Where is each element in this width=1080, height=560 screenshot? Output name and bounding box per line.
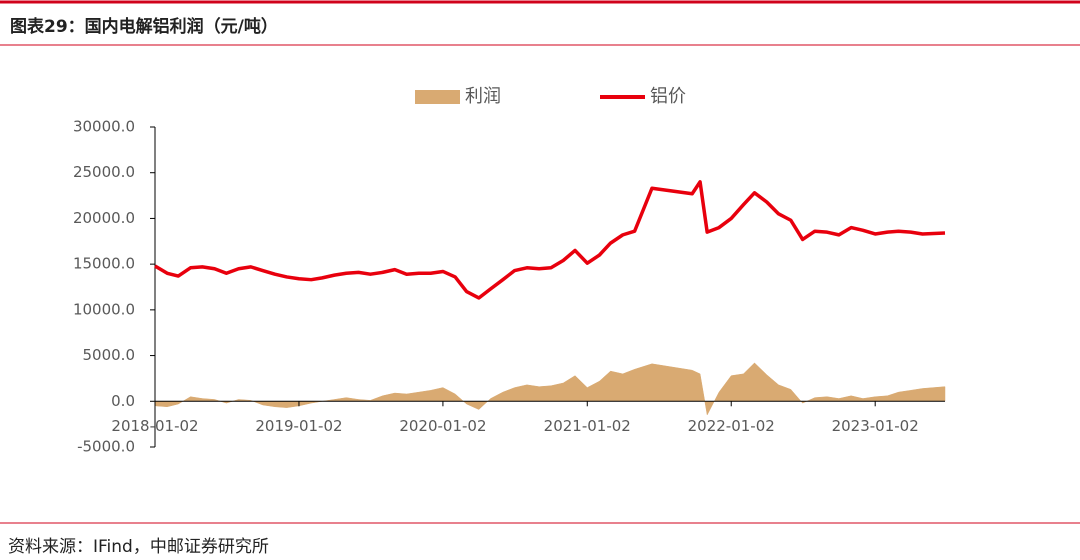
y-tick-label: 25000.0 bbox=[73, 163, 135, 181]
chart-title: 图表29：国内电解铝利润（元/吨） bbox=[10, 16, 278, 37]
y-tick-label: 0.0 bbox=[111, 392, 135, 410]
legend-swatch bbox=[415, 90, 460, 104]
source-note: 资料来源：IFind，中邮证券研究所 bbox=[8, 537, 269, 557]
y-tick-label: 30000.0 bbox=[73, 118, 135, 136]
legend-label: 利润 bbox=[465, 86, 501, 107]
y-tick-label: 15000.0 bbox=[73, 255, 135, 273]
x-tick-label: 2019-01-02 bbox=[255, 417, 342, 435]
x-tick-label: 2022-01-02 bbox=[688, 417, 775, 435]
price-line bbox=[154, 180, 946, 300]
y-tick-label: 20000.0 bbox=[73, 209, 135, 227]
y-tick-label: 5000.0 bbox=[83, 346, 136, 364]
legend-label: 铝价 bbox=[650, 86, 686, 107]
x-tick-label: 2021-01-02 bbox=[544, 417, 631, 435]
profit-area bbox=[154, 362, 946, 416]
x-tick-label: 2018-01-02 bbox=[111, 417, 198, 435]
x-tick-label: 2023-01-02 bbox=[832, 417, 919, 435]
y-tick-label: -5000.0 bbox=[77, 438, 135, 456]
x-tick-label: 2020-01-02 bbox=[399, 417, 486, 435]
y-tick-label: 10000.0 bbox=[73, 300, 135, 318]
